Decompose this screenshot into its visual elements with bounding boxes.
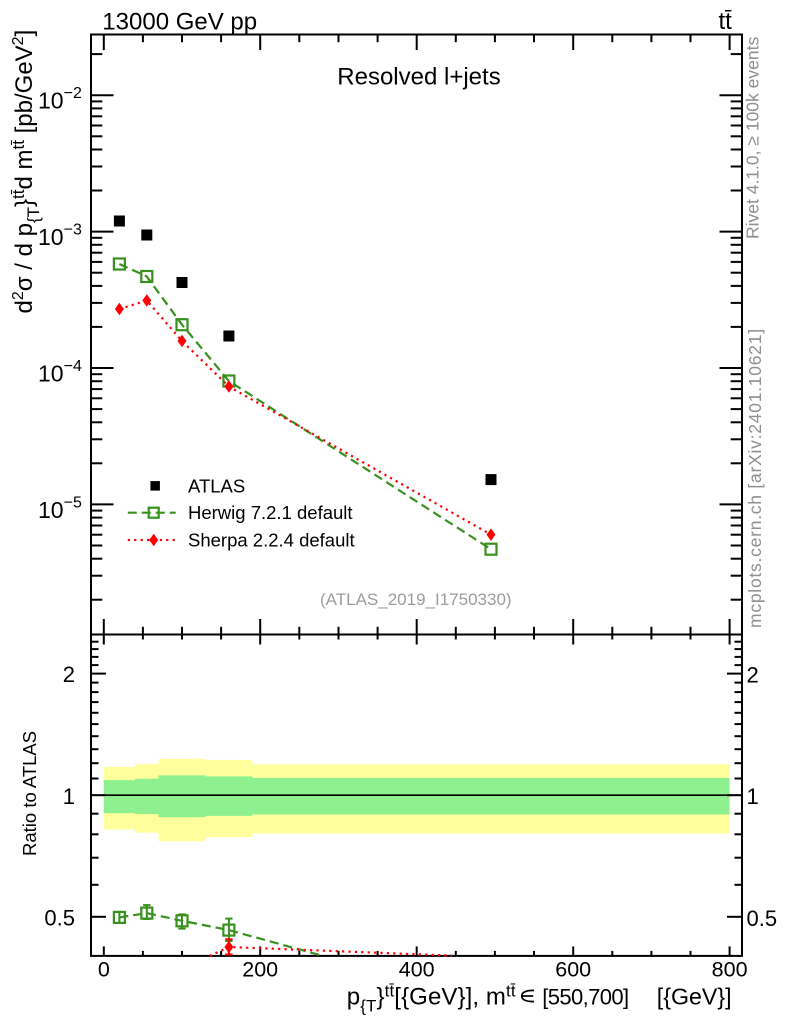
- svg-text:13000 GeV pp: 13000 GeV pp: [102, 9, 257, 36]
- svg-text:[{GeV}]: [{GeV}]: [657, 984, 732, 1010]
- svg-text:Herwig 7.2.1 default: Herwig 7.2.1 default: [188, 502, 353, 523]
- svg-text:2: 2: [747, 663, 759, 688]
- svg-text:tt̄: tt̄: [719, 8, 733, 35]
- svg-text:Ratio to ATLAS: Ratio to ATLAS: [19, 731, 40, 856]
- svg-text:1: 1: [63, 784, 75, 809]
- svg-text:Rivet 4.1.0, ≥ 100k events: Rivet 4.1.0, ≥ 100k events: [743, 37, 763, 239]
- svg-text:600: 600: [555, 958, 591, 982]
- svg-text:[550,700]: [550,700]: [542, 985, 628, 1010]
- svg-text:10−3: 10−3: [38, 222, 82, 251]
- svg-text:800: 800: [712, 958, 748, 982]
- svg-text:0.5: 0.5: [747, 906, 778, 931]
- svg-text:400: 400: [399, 958, 435, 982]
- svg-text:0: 0: [98, 958, 110, 982]
- svg-text:d2σ / d p{T}tt̄d mtt̄ [pb/GeV: d2σ / d p{T}tt̄d mtt̄ [pb/GeV2]: [9, 30, 43, 314]
- svg-text:Sherpa 2.2.4 default: Sherpa 2.2.4 default: [188, 530, 355, 551]
- svg-text:2: 2: [63, 662, 75, 687]
- svg-text:1: 1: [747, 784, 759, 809]
- svg-text:ATLAS: ATLAS: [188, 475, 245, 496]
- svg-text:mcplots.cern.ch [arXiv:2401.10: mcplots.cern.ch [arXiv:2401.10621]: [745, 328, 765, 628]
- svg-text:Resolved l+jets: Resolved l+jets: [337, 64, 500, 91]
- svg-text:p{T}tt̄[{GeV}], mtt̄: p{T}tt̄[{GeV}], mtt̄: [347, 982, 516, 1016]
- svg-text:200: 200: [242, 958, 278, 982]
- svg-text:0.5: 0.5: [44, 905, 75, 930]
- svg-text:(ATLAS_2019_I1750330): (ATLAS_2019_I1750330): [320, 590, 512, 609]
